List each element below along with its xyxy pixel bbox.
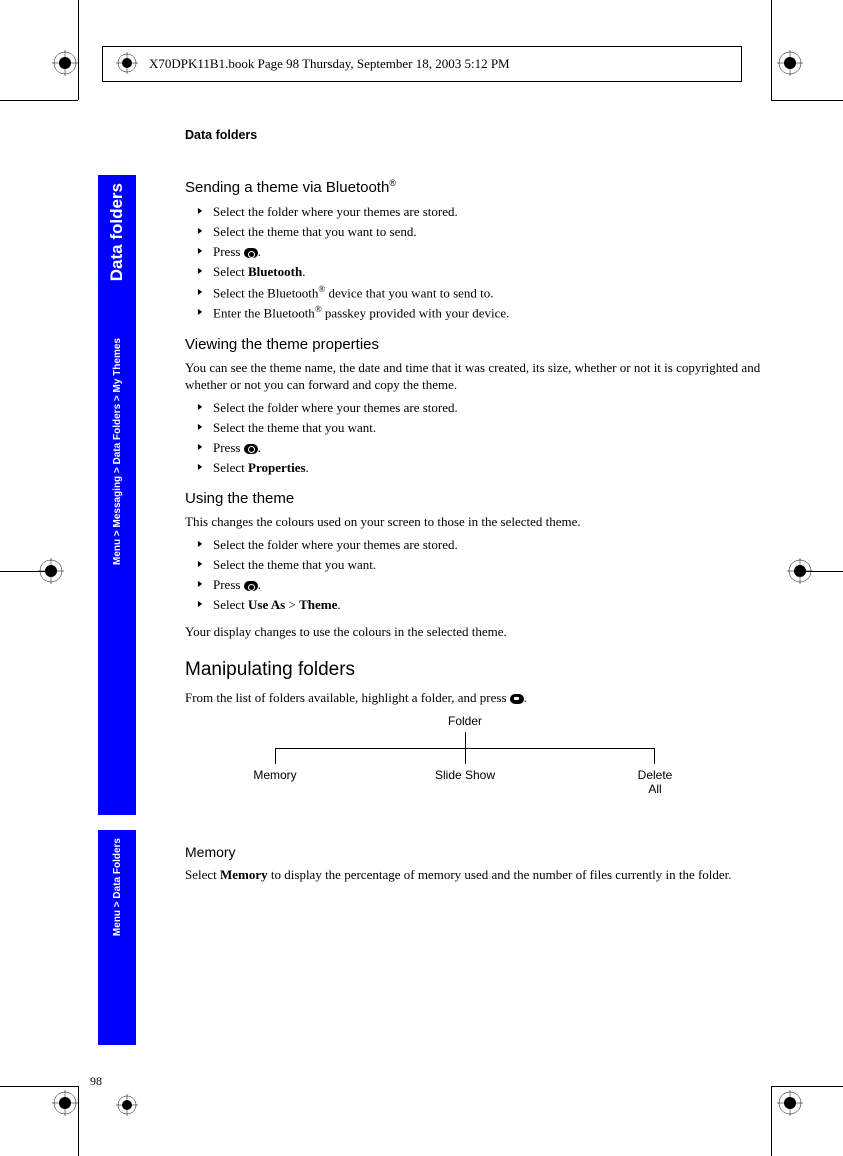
heading-memory: Memory — [185, 844, 775, 860]
step-item: Enter the Bluetooth® passkey provided wi… — [197, 303, 775, 323]
step-item: Press . — [197, 438, 775, 458]
crop-rule — [771, 1086, 772, 1156]
body-text: Your display changes to use the colours … — [185, 623, 775, 641]
crop-rule — [805, 571, 843, 572]
main-content: Data folders Sending a theme via Bluetoo… — [185, 128, 775, 888]
step-item: Select the Bluetooth® device that you wa… — [197, 283, 775, 303]
crop-rule — [78, 0, 79, 100]
sidebar-breadcrumb-2: Menu > Data Folders — [98, 830, 136, 1045]
crop-rule — [771, 1086, 843, 1087]
step-item: Press . — [197, 575, 775, 595]
body-text: You can see the theme name, the date and… — [185, 359, 775, 394]
tree-line — [275, 748, 276, 764]
heading-using-theme: Using the theme — [185, 490, 775, 507]
crop-rule — [0, 100, 78, 101]
crop-rule — [771, 100, 843, 101]
tree-child-deleteall: Delete All — [630, 768, 680, 796]
steps-sending: Select the folder where your themes are … — [197, 202, 775, 324]
reg-mark-icon — [777, 1090, 803, 1116]
body-text: This changes the colours used on your sc… — [185, 513, 775, 531]
crop-rule — [771, 0, 772, 100]
page-number: 98 — [90, 1074, 102, 1089]
ok-key-icon — [244, 444, 258, 454]
page-header-text: X70DPK11B1.book Page 98 Thursday, Septem… — [149, 56, 510, 72]
step-item: Select the theme that you want to send. — [197, 222, 775, 242]
heading-viewing-properties: Viewing the theme properties — [185, 336, 775, 353]
step-item: Select the folder where your themes are … — [197, 202, 775, 222]
step-item: Select Bluetooth. — [197, 262, 775, 282]
body-text: Select Memory to display the percentage … — [185, 866, 775, 884]
sidebar: Data folders Menu > Messaging > Data Fol… — [98, 175, 136, 1045]
ok-key-icon — [244, 248, 258, 258]
tree-line — [654, 748, 655, 764]
reg-mark-icon — [52, 1090, 78, 1116]
steps-using: Select the folder where your themes are … — [197, 535, 775, 616]
crop-rule — [0, 1086, 78, 1087]
running-head: Data folders — [185, 128, 775, 142]
heading-sending-bluetooth: Sending a theme via Bluetooth® — [185, 178, 775, 196]
step-item: Select the theme that you want. — [197, 418, 775, 438]
step-item: Select Properties. — [197, 458, 775, 478]
step-item: Press . — [197, 242, 775, 262]
tree-line — [465, 748, 466, 764]
sidebar-title: Data folders — [98, 175, 136, 330]
step-item: Select the theme that you want. — [197, 555, 775, 575]
steps-viewing: Select the folder where your themes are … — [197, 398, 775, 479]
tree-line — [465, 732, 466, 748]
step-item: Select Use As > Theme. — [197, 595, 775, 615]
heading-manipulating-folders: Manipulating folders — [185, 659, 775, 681]
ok-key-icon — [244, 581, 258, 591]
sidebar-breadcrumb-1: Menu > Messaging > Data Folders > My The… — [98, 330, 136, 815]
page-header: X70DPK11B1.book Page 98 Thursday, Septem… — [102, 46, 742, 82]
crop-rule — [78, 1086, 79, 1156]
reg-mark-icon — [777, 50, 803, 76]
tree-root: Folder — [448, 714, 482, 728]
crop-rule — [0, 571, 45, 572]
reg-mark-icon — [52, 50, 78, 76]
reg-mark-icon — [116, 1094, 138, 1116]
step-item: Select the folder where your themes are … — [197, 535, 775, 555]
step-item: Select the folder where your themes are … — [197, 398, 775, 418]
body-text: From the list of folders available, high… — [185, 689, 775, 707]
folder-tree-diagram: Folder Memory Slide Show Delete All — [225, 714, 705, 814]
tree-child-memory: Memory — [253, 768, 296, 782]
tree-child-slideshow: Slide Show — [435, 768, 495, 782]
menu-key-icon — [510, 694, 524, 704]
